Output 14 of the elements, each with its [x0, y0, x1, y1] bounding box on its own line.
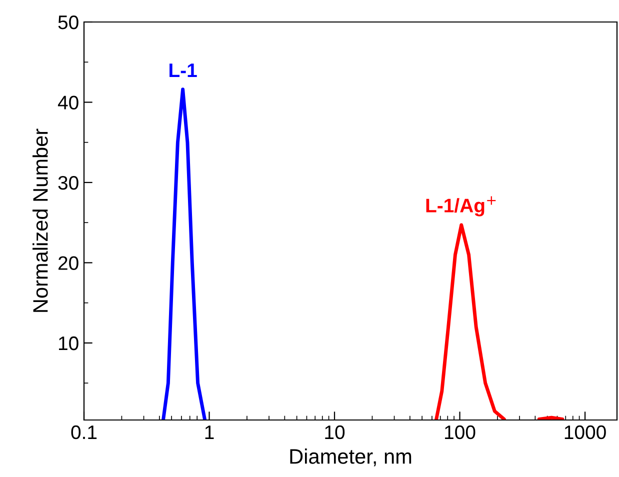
x-tick-label: 0.1: [71, 425, 97, 440]
y-tick-label: 50: [58, 15, 78, 30]
y-axis-title: Normalized Number: [32, 128, 48, 312]
x-tick-label: 100: [445, 425, 476, 440]
series-label: L-1: [170, 64, 197, 78]
x-axis-title: Diameter, nm: [290, 448, 412, 466]
series-label: L-1/Ag$^{+}$: [426, 196, 496, 216]
x-tick-label: 1: [205, 426, 214, 439]
y-tick-label: 40: [58, 96, 78, 110]
x-tick-label: 1000: [564, 425, 606, 440]
y-tick-label: 30: [58, 176, 78, 190]
x-tick-label: 10: [325, 425, 345, 440]
y-tick-label: 10: [58, 336, 78, 350]
y-tick-label: 20: [58, 256, 78, 270]
